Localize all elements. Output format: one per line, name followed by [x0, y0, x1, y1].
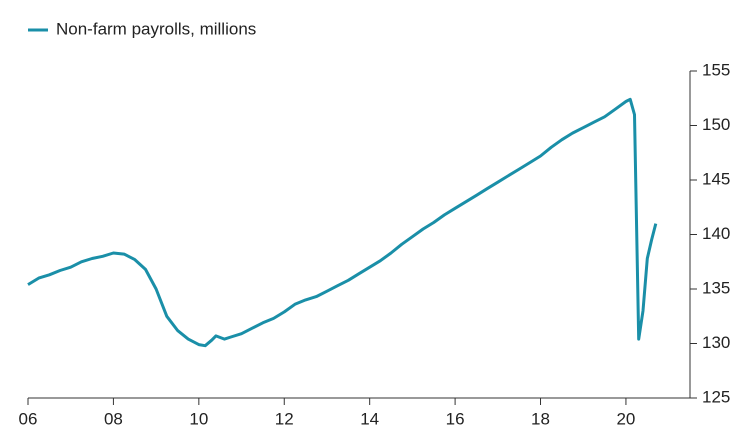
x-tick-label: 20 [616, 409, 635, 428]
x-tick-label: 10 [189, 409, 208, 428]
x-tick-label: 06 [19, 409, 38, 428]
y-tick-label: 140 [702, 224, 730, 243]
legend-label: Non-farm payrolls, millions [56, 19, 256, 38]
y-tick-label: 135 [702, 278, 730, 297]
x-tick-label: 16 [446, 409, 465, 428]
x-tick-label: 14 [360, 409, 379, 428]
x-tick-label: 18 [531, 409, 550, 428]
series-line [27, 97, 658, 348]
x-tick-label: 12 [275, 409, 294, 428]
y-tick-label: 125 [702, 387, 730, 406]
y-tick-label: 145 [702, 169, 730, 188]
y-tick-label: 130 [702, 333, 730, 352]
y-tick-label: 155 [702, 60, 730, 79]
y-tick-label: 150 [702, 115, 730, 134]
x-tick-label: 08 [104, 409, 123, 428]
